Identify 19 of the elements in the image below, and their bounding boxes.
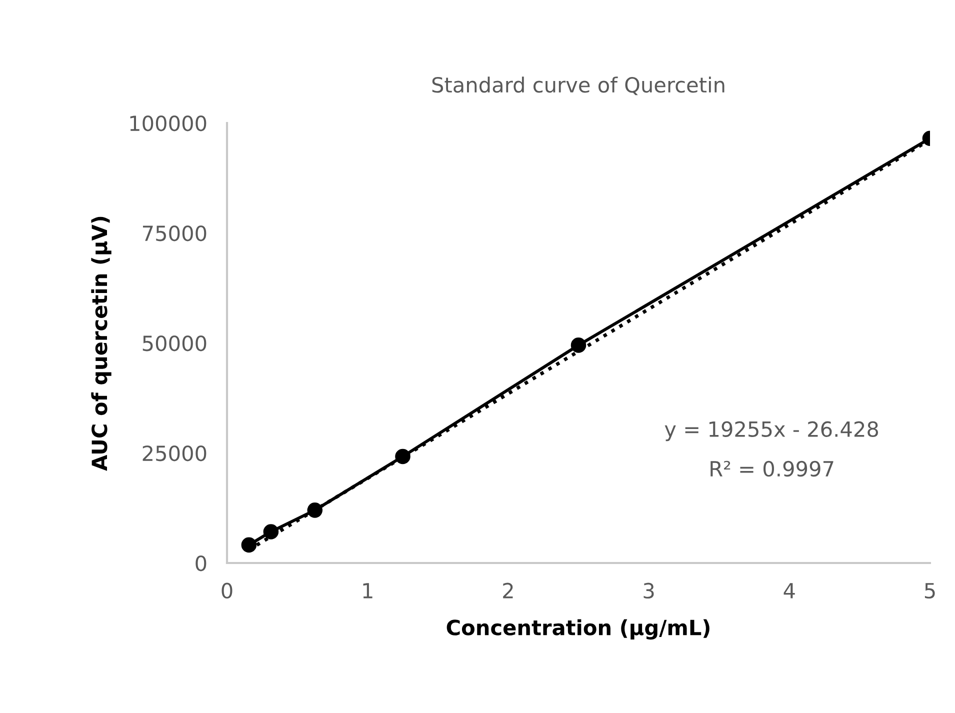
y-tick-label: 100000 (130, 115, 206, 132)
x-tick-label: 3 (644, 582, 654, 599)
y-tick-label: 75000 (142, 225, 206, 242)
annotation: R² = 0.9997 (710, 460, 834, 477)
x-tick-label: 5 (924, 583, 935, 599)
point (241, 537, 257, 553)
y-tick-label: 0 (196, 555, 206, 572)
x-tick-label: 1 (363, 583, 372, 598)
x-tick-label: 4 (784, 583, 795, 598)
point (307, 502, 323, 518)
x-axis-title: Concentration (µg/mL) (446, 619, 710, 640)
point (263, 524, 279, 540)
x-tick-label: 0 (222, 582, 232, 599)
y-tick-label: 50000 (142, 335, 206, 352)
y-tick-label: 25000 (142, 445, 206, 462)
x-tick-label: 2 (503, 582, 513, 598)
y-axis-title: AUC of quercetin (µV) (91, 216, 112, 471)
chart-title: Standard curve of Quercetin (432, 76, 724, 96)
annotation: y = 19255x - 26.428 (664, 421, 878, 442)
